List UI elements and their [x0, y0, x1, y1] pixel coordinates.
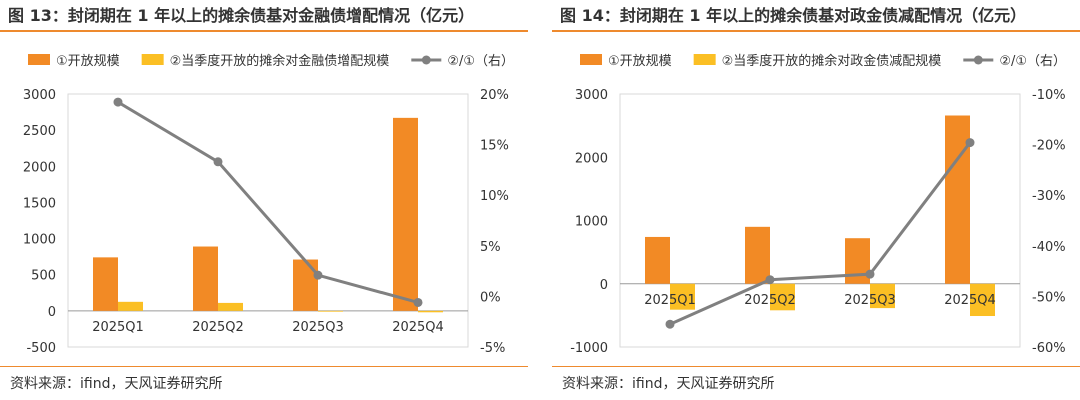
legend-label: ②当季度开放的摊余对政金债减配规模 [722, 53, 942, 69]
source-note: 资料来源：ifind，天风证券研究所 [10, 376, 223, 392]
legend-swatch [580, 54, 602, 65]
y-left-tick-label: 2500 [23, 124, 56, 139]
ratio-point [865, 269, 875, 279]
bar-open-size [293, 259, 318, 311]
bar-allocation [870, 283, 895, 309]
x-tick-label: 2025Q3 [292, 320, 344, 335]
y-left-tick-label: 2000 [575, 151, 608, 166]
x-tick-label: 2025Q1 [92, 320, 144, 335]
y-left-tick-label: 1500 [23, 196, 56, 211]
ratio-point [665, 319, 675, 329]
y-right-tick-label: -40% [1032, 240, 1066, 255]
chart-title: 图 14：封闭期在 1 年以上的摊余债基对政金债减配情况（亿元） [560, 6, 1027, 25]
chart-panel-13: 图 13：封闭期在 1 年以上的摊余债基对金融债增配情况（亿元） -500 0 50… [0, 0, 528, 400]
bar-allocation [770, 283, 795, 311]
y-right-tick-label: -10% [1032, 88, 1066, 103]
legend-label: ②当季度开放的摊余对金融债增配规模 [170, 53, 390, 69]
plot-area [67, 93, 469, 348]
y-right-tick-label: -20% [1032, 139, 1066, 154]
y-right-tick-label: 0% [480, 290, 501, 305]
y-left-tick-label: -500 [26, 341, 56, 356]
y-right-tick-label: 10% [480, 189, 509, 204]
y-right-tick-label: 5% [480, 240, 501, 255]
legend-swatch [693, 54, 716, 65]
y-right-tick-label: 15% [480, 139, 509, 154]
title-divider [552, 30, 1080, 32]
chart-svg: -1000 0 1000 2000 3000 -60% -50% -40% -30% -20% -1… [570, 53, 1066, 356]
y-right-tick-label: -50% [1032, 290, 1066, 305]
source-divider [552, 366, 1080, 367]
source-divider [0, 366, 528, 367]
legend-marker [421, 55, 431, 65]
y-right-tick-label: -30% [1032, 189, 1066, 204]
y-left-tick-label: 3000 [23, 88, 56, 103]
x-tick-label: 2025Q1 [644, 293, 696, 308]
legend-swatch [28, 54, 50, 65]
ratio-point [413, 297, 423, 307]
bar-allocation [118, 301, 143, 311]
bar-allocation [670, 283, 695, 310]
chart-panel-14: 图 14：封闭期在 1 年以上的摊余债基对政金债减配情况（亿元） -1000 0 1… [552, 0, 1080, 400]
source-note: 资料来源：ifind，天风证券研究所 [562, 376, 775, 392]
x-tick-label: 2025Q3 [844, 293, 896, 308]
bar-open-size [193, 246, 218, 311]
bar-allocation [318, 310, 343, 312]
bar-open-size [845, 238, 870, 284]
y-left-tick-label: 0 [600, 278, 608, 293]
y-left-tick-label: 3000 [575, 88, 608, 103]
y-left-tick-label: 0 [48, 305, 56, 320]
title-divider [0, 30, 528, 32]
ratio-point [113, 97, 123, 107]
ratio-point [965, 138, 975, 148]
ratio-point [213, 157, 223, 167]
legend-swatch [141, 54, 164, 65]
chart-svg: -500 0 500 1000 1500 2000 2500 3000 -5% 0% 5% 10% 15… [23, 53, 514, 356]
legend-marker [973, 55, 983, 65]
ratio-point [313, 270, 323, 280]
legend-label: ②/①（右） [999, 54, 1066, 69]
ratio-line [669, 141, 972, 326]
bar-open-size [645, 236, 670, 284]
legend-label: ①开放规模 [56, 54, 120, 69]
ratio-line [117, 100, 419, 304]
ratio-point [765, 275, 775, 285]
x-tick-label: 2025Q4 [392, 320, 444, 335]
y-left-tick-label: 2000 [23, 160, 56, 175]
y-right-tick-label: -60% [1032, 341, 1066, 356]
bar-open-size [93, 257, 118, 311]
bar-allocation [970, 283, 995, 317]
legend-label: ①开放规模 [608, 54, 672, 69]
x-tick-label: 2025Q2 [192, 320, 244, 335]
y-left-tick-label: 500 [31, 269, 56, 284]
y-left-tick-label: -1000 [570, 341, 608, 356]
y-right-tick-label: -5% [480, 341, 505, 356]
x-tick-label: 2025Q2 [744, 293, 796, 308]
chart-title: 图 13：封闭期在 1 年以上的摊余债基对金融债增配情况（亿元） [8, 6, 475, 25]
x-tick-label: 2025Q4 [944, 293, 996, 308]
legend-label: ②/①（右） [447, 54, 514, 69]
y-left-tick-label: 1000 [23, 233, 56, 248]
y-left-tick-label: 1000 [575, 215, 608, 230]
plot-area [619, 93, 1021, 348]
bar-allocation [218, 302, 243, 311]
bar-open-size [393, 117, 418, 311]
bar-open-size [745, 226, 770, 284]
y-right-tick-label: 20% [480, 88, 509, 103]
bar-allocation [418, 310, 443, 313]
